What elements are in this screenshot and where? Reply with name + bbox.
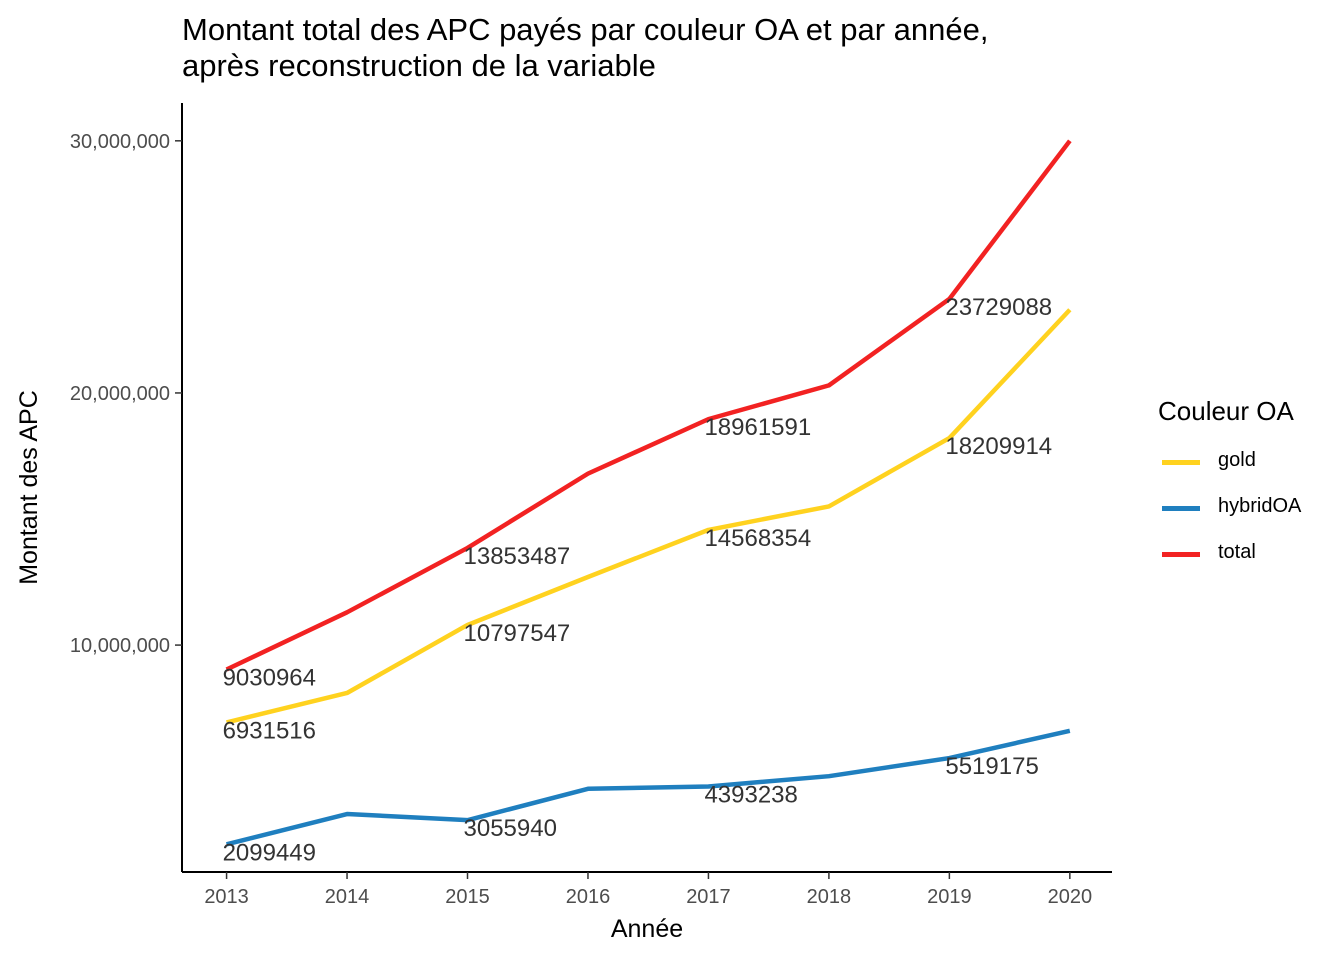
data-label-total: 18961591 — [704, 414, 811, 441]
data-label-total: 23729088 — [945, 294, 1052, 321]
legend-label-gold: gold — [1218, 449, 1256, 471]
axes: 2013 2014 2015 2016 2017 2018 2019 2020 10,000,0… — [70, 103, 1112, 908]
x-tick-label: 2019 — [927, 886, 972, 908]
y-tick-label: 20,000,000 — [70, 383, 170, 405]
legend-item-hybridoa: hybridOA — [1158, 491, 1301, 537]
y-tick-label: 30,000,000 — [70, 131, 170, 153]
series-line-hybridoa — [226, 728, 1071, 847]
legend-swatch-gold — [1162, 460, 1200, 465]
legend-swatch-total — [1162, 552, 1200, 557]
series-line-gold — [226, 308, 1072, 725]
x-tick-label: 2016 — [566, 886, 611, 908]
x-tick-label: 2017 — [686, 886, 731, 908]
data-label-hybridoa: 4393238 — [704, 781, 797, 808]
legend-label-hybridoa: hybridOA — [1218, 495, 1302, 517]
chart-title-line-2: après reconstruction de la variable — [182, 48, 656, 83]
x-tick-label: 2020 — [1048, 886, 1093, 908]
chart-title-line-1: Montant total des APC payés par couleur … — [182, 12, 989, 47]
y-axis-title: Montant des APC — [15, 390, 43, 585]
x-tick-label: 2014 — [325, 886, 370, 908]
data-label-gold: 18209914 — [945, 433, 1052, 460]
data-labels: 6931516 10797547 14568354 18209914 2099449 30… — [223, 294, 1053, 866]
legend-swatch-hybridoa — [1162, 506, 1200, 511]
x-tick-label: 2018 — [807, 886, 852, 908]
legend-title: Couleur OA — [1158, 396, 1294, 426]
legend-item-total: total — [1158, 537, 1294, 583]
data-label-hybridoa: 3055940 — [464, 815, 557, 842]
legend-item-gold: gold — [1158, 445, 1294, 491]
series-line-total — [225, 139, 1072, 672]
data-label-hybridoa: 5519175 — [945, 753, 1038, 780]
data-label-total: 13853487 — [464, 543, 571, 570]
chart-title: Montant total des APC payés par couleur … — [182, 12, 989, 84]
data-label-total: 9030964 — [223, 665, 316, 692]
x-axis-title: Année — [611, 915, 683, 943]
x-tick-label: 2013 — [204, 886, 249, 908]
data-label-gold: 6931516 — [223, 717, 316, 744]
data-label-gold: 10797547 — [464, 620, 571, 647]
y-tick-label: 10,000,000 — [70, 635, 170, 657]
x-tick-label: 2015 — [445, 886, 490, 908]
legend-label-total: total — [1218, 541, 1256, 563]
data-label-hybridoa: 2099449 — [223, 839, 316, 866]
data-label-gold: 14568354 — [704, 525, 811, 552]
legend: Couleur OA gold hybridOA total — [1158, 396, 1301, 583]
series-lines — [225, 139, 1072, 847]
